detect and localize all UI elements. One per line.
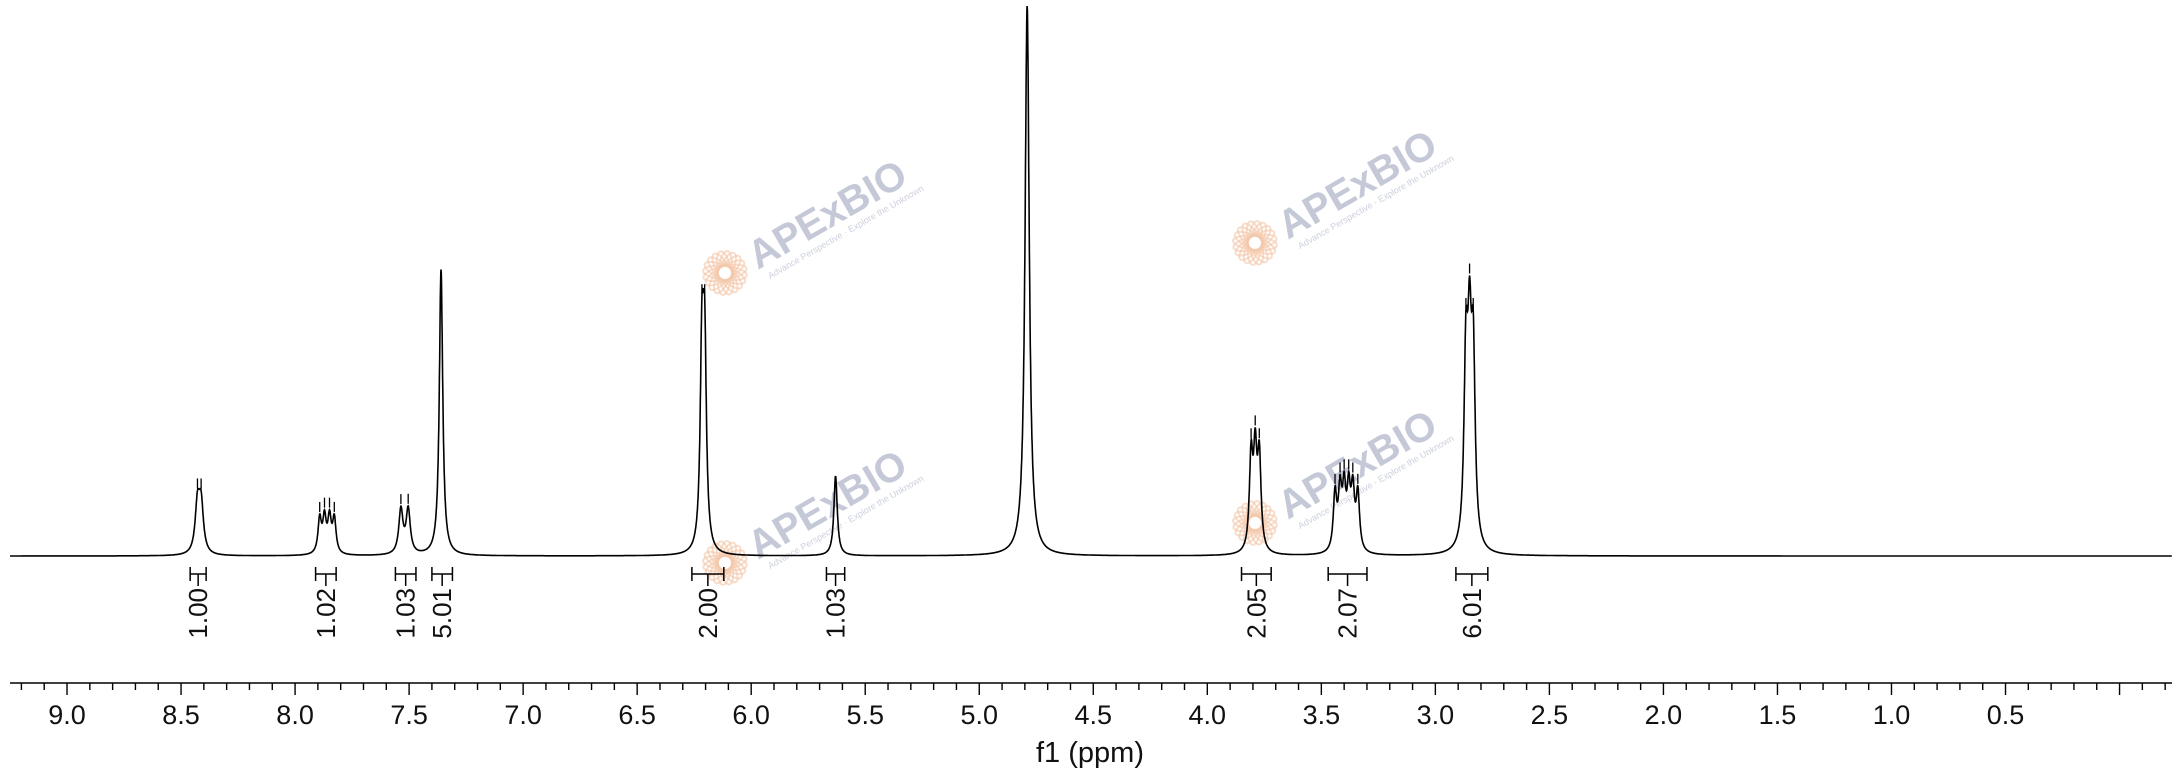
x-tick-label: 8.5: [162, 700, 200, 730]
x-tick-label: 7.5: [390, 700, 428, 730]
x-tick-label: 0.5: [1987, 700, 2025, 730]
integral-label: 1.00: [183, 588, 213, 639]
x-tick-label: 3.5: [1303, 700, 1341, 730]
apexbio-logo-icon: [702, 250, 748, 296]
integral-9: 6.01: [1455, 567, 1489, 639]
apexbio-logo-icon: [1232, 220, 1278, 266]
x-tick-label: 2.0: [1645, 700, 1683, 730]
x-tick-label: 1.5: [1759, 700, 1797, 730]
watermark-brand: APExBIO: [740, 152, 914, 278]
watermark-brand: APExBIO: [1270, 402, 1444, 528]
integral-6: 1.03: [821, 567, 851, 639]
integral-label: 2.07: [1333, 588, 1363, 639]
integral-4: 5.01: [427, 567, 457, 639]
x-tick-label: 8.0: [276, 700, 314, 730]
x-tick-label: 1.0: [1873, 700, 1911, 730]
integral-3: 1.03: [391, 567, 421, 639]
integral-1: 1.00: [183, 567, 213, 639]
x-tick-label: 9.0: [48, 700, 86, 730]
x-ticks: 9.0 8.5 8.0 7.5 7.0 6.5 6.0 5.5 5.0 4.5 4.0 3.5 3.0 2…: [20, 683, 2166, 730]
x-tick-label: 6.5: [618, 700, 656, 730]
integral-2: 1.02: [311, 567, 341, 639]
watermark-brand: APExBIO: [740, 442, 914, 568]
watermark-brand: APExBIO: [1270, 122, 1444, 248]
x-tick-label: 7.0: [504, 700, 542, 730]
x-tick-label: 2.5: [1531, 700, 1569, 730]
integral-5: 2.00: [691, 567, 725, 639]
integral-label: 1.03: [391, 588, 421, 639]
integral-label: 5.01: [427, 588, 457, 639]
x-tick-label: 4.0: [1189, 700, 1227, 730]
integral-label: 1.03: [821, 588, 851, 639]
x-tick-label: 4.5: [1075, 700, 1113, 730]
integral-group: 1.00 1.02 1.03 5.01 2.00 1.03 2.05 2.07 6.01: [183, 567, 1489, 639]
peak-pick-markers: [196, 263, 1474, 512]
integral-label: 2.00: [693, 588, 723, 639]
x-axis-title: f1 (ppm): [1036, 737, 1144, 769]
integral-7: 2.05: [1240, 567, 1272, 639]
integral-8: 2.07: [1327, 567, 1368, 639]
integral-label: 6.01: [1457, 588, 1487, 639]
x-tick-label: 3.0: [1417, 700, 1455, 730]
x-tick-label: 6.0: [732, 700, 770, 730]
integral-label: 1.02: [311, 588, 341, 639]
x-tick-label: 5.0: [960, 700, 998, 730]
spectrum-line: [10, 5, 2172, 557]
integral-label: 2.05: [1241, 588, 1271, 639]
x-tick-label: 5.5: [846, 700, 884, 730]
